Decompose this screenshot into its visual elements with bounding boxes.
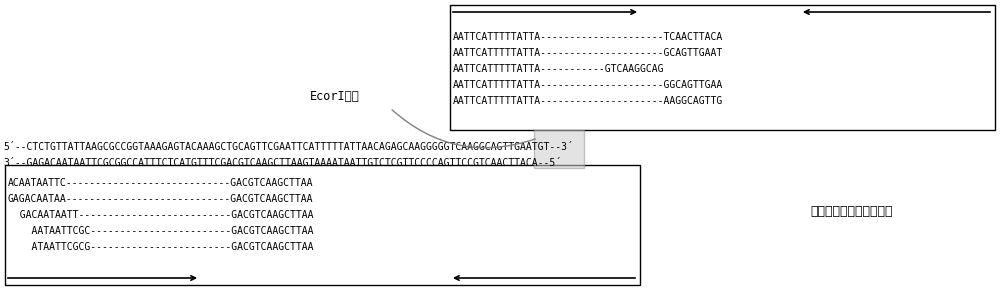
Text: AATTCATTTTTATTA-----------GTCAAGGCAG: AATTCATTTTTATTA-----------GTCAAGGCAG	[453, 64, 664, 74]
Text: ATAATTCGCG------------------------GACGTCAAGCTTAA: ATAATTCGCG------------------------GACGTC…	[8, 242, 314, 252]
Text: AATTCATTTTTATTA---------------------TCAACTTACA: AATTCATTTTTATTA---------------------TCAA…	[453, 32, 723, 42]
Text: AATTCATTTTTATTA---------------------GCAGTTGAAT: AATTCATTTTTATTA---------------------GCAG…	[453, 48, 723, 58]
Bar	[450, 5, 995, 130]
Text: ACAATAATTC----------------------------GACGTCAAGCTTAA: ACAATAATTC----------------------------GA…	[8, 178, 314, 188]
Text: 3´--GAGACAATAATTCGCGGCCATTTCTCATGTTTCGACGTCAAGCTTAAGTAAAATAATTGTCTCGTTCCCCAGTTCC: 3´--GAGACAATAATTCGCGGCCATTTCTCATGTTTCGAC…	[3, 158, 561, 168]
Text: GACAATAATT--------------------------GACGTCAAGCTTAA: GACAATAATT--------------------------GACG…	[8, 210, 314, 220]
Text: GAGACAATAA----------------------------GACGTCAAGCTTAA: GAGACAATAA----------------------------GA…	[8, 194, 314, 204]
Text: AATTCATTTTTATTA---------------------AAGGCAGTTG: AATTCATTTTTATTA---------------------AAGG…	[453, 96, 723, 106]
Text: AATTCATTTTTATTA---------------------GGCAGTTGAA: AATTCATTTTTATTA---------------------GGCA…	[453, 80, 723, 90]
Bar	[534, 130, 584, 168]
Text: AATAATTCGC------------------------GACGTCAAGCTTAA: AATAATTCGC------------------------GACGTC…	[8, 226, 314, 236]
Bar	[5, 165, 640, 285]
Text: 5´--CTCTGTTATTAAGCGCCGGTAAAGAGTACAAAGCTGCAGTTCGAATTCATTTTTATTAACAGAGCAAGGGGGTCAA: 5´--CTCTGTTATTAAGCGCCGGTAAAGAGTACAAAGCTG…	[3, 142, 573, 152]
Text: 序列之间存在着重叠关系: 序列之间存在着重叠关系	[810, 205, 893, 218]
Text: EcorI酸切: EcorI酸切	[310, 90, 360, 103]
